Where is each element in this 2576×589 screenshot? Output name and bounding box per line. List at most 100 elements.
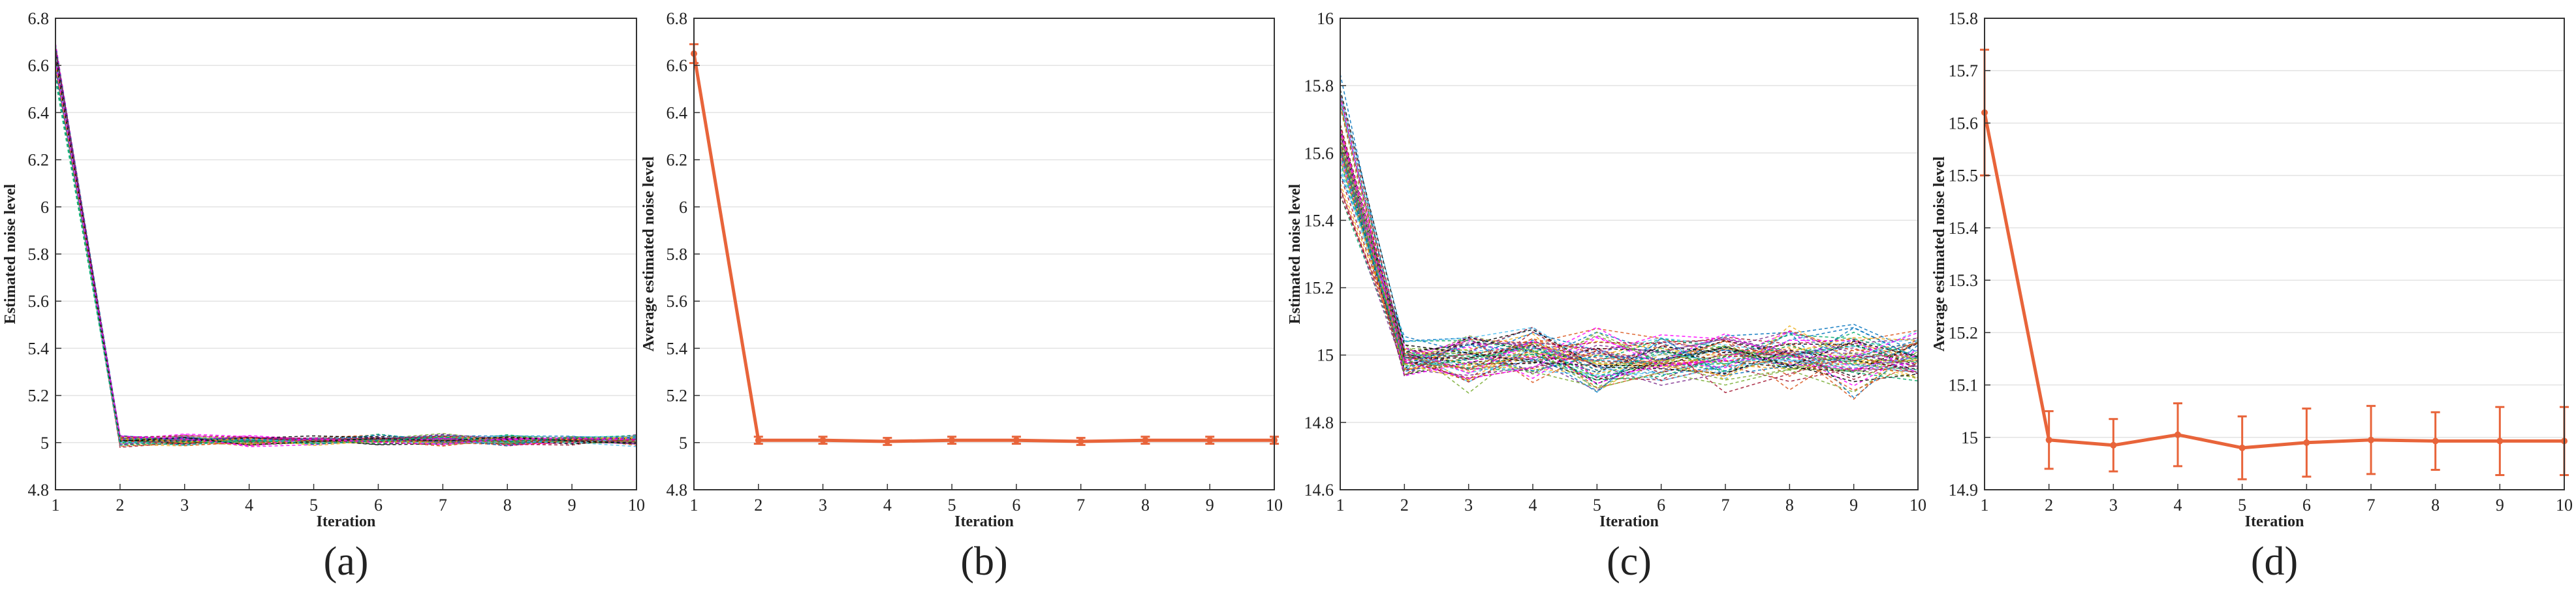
x-tick-label: 3 bbox=[819, 496, 827, 515]
y-tick-label: 6.4 bbox=[667, 103, 688, 122]
run-line bbox=[55, 57, 637, 445]
run-line bbox=[1340, 129, 1919, 380]
run-line bbox=[1340, 146, 1919, 376]
y-tick-label: 5.4 bbox=[667, 339, 688, 358]
y-tick-label: 15.6 bbox=[1949, 114, 1979, 133]
run-line bbox=[55, 59, 637, 445]
x-axis-label: Iteration bbox=[1599, 513, 1659, 530]
data-point bbox=[2175, 431, 2181, 438]
y-tick-label: 15.8 bbox=[1304, 76, 1334, 95]
y-tick-label: 14.6 bbox=[1304, 481, 1334, 500]
x-tick-label: 2 bbox=[754, 496, 762, 515]
run-line bbox=[55, 66, 637, 446]
data-point bbox=[2368, 436, 2374, 443]
series-line bbox=[1983, 112, 2564, 450]
run-line bbox=[55, 56, 637, 447]
panel-caption: (c) bbox=[1607, 539, 1652, 584]
run-line bbox=[55, 63, 637, 444]
y-tick-label: 6.6 bbox=[667, 56, 688, 75]
y-tick-label: 6.4 bbox=[28, 103, 50, 122]
x-tick-label: 1 bbox=[1336, 496, 1345, 515]
run-line bbox=[1340, 195, 1919, 378]
y-axis-label: Average estimated noise level bbox=[1931, 156, 1948, 351]
x-tick-label: 10 bbox=[628, 496, 645, 515]
x-tick-label: 3 bbox=[180, 496, 189, 515]
run-line bbox=[1340, 127, 1919, 374]
y-tick-label: 15 bbox=[1317, 346, 1334, 365]
y-tick-label: 15.4 bbox=[1949, 219, 1979, 238]
run-line bbox=[1340, 128, 1919, 374]
y-tick-label: 5 bbox=[679, 434, 687, 453]
run-line bbox=[55, 65, 637, 442]
run-line bbox=[55, 67, 637, 446]
data-point bbox=[2432, 438, 2439, 445]
y-tick-label: 4.8 bbox=[28, 481, 50, 500]
x-tick-label: 6 bbox=[374, 496, 383, 515]
run-line bbox=[1340, 160, 1919, 372]
chart-panel-4: 1 2 3 4 5 6 7 8 9 10 14.9 15 15.1 15.2 15.3 15.4 15.5 15.… bbox=[1931, 9, 2573, 584]
data-point bbox=[755, 437, 762, 444]
plot-frame bbox=[1984, 18, 2565, 490]
run-line bbox=[55, 59, 637, 445]
run-line bbox=[1340, 163, 1919, 381]
run-line bbox=[55, 51, 637, 446]
run-line bbox=[55, 53, 637, 444]
y-axis-label: Estimated noise level bbox=[1287, 183, 1304, 324]
run-line bbox=[55, 65, 637, 441]
x-tick-label: 2 bbox=[116, 496, 124, 515]
run-line bbox=[1340, 129, 1919, 378]
run-line bbox=[1340, 124, 1919, 377]
run-line bbox=[55, 61, 637, 446]
x-tick-label: 4 bbox=[2174, 496, 2182, 515]
x-tick-label: 1 bbox=[690, 496, 699, 515]
data-point bbox=[2238, 444, 2246, 451]
y-tick-label: 15.3 bbox=[1949, 271, 1979, 290]
run-line bbox=[55, 74, 637, 446]
data-point bbox=[1206, 437, 1214, 444]
x-axis-label: Iteration bbox=[954, 513, 1014, 530]
x-axis-label: Iteration bbox=[317, 513, 376, 530]
y-tick-label: 5.6 bbox=[667, 292, 688, 311]
run-line bbox=[1340, 104, 1919, 373]
run-line bbox=[1340, 130, 1919, 379]
run-line bbox=[1340, 134, 1919, 377]
run-line bbox=[1340, 153, 1919, 377]
run-line bbox=[1340, 94, 1919, 394]
run-line bbox=[55, 48, 637, 446]
run-line bbox=[1340, 141, 1919, 381]
x-tick-label: 8 bbox=[2431, 496, 2440, 515]
run-line bbox=[1340, 144, 1919, 394]
y-tick-label: 15.2 bbox=[1949, 323, 1979, 342]
data-point bbox=[2303, 439, 2310, 446]
run-line bbox=[55, 50, 637, 445]
run-line bbox=[1340, 89, 1919, 367]
run-line bbox=[1340, 189, 1919, 380]
run-line bbox=[55, 46, 637, 445]
y-tick-label: 15.8 bbox=[1949, 9, 1979, 28]
run-line bbox=[55, 65, 637, 445]
run-line bbox=[55, 69, 637, 445]
data-point bbox=[884, 438, 891, 445]
run-line bbox=[55, 56, 637, 443]
x-tick-label: 2 bbox=[1400, 496, 1409, 515]
y-tick-label: 5.8 bbox=[667, 245, 688, 264]
y-tick-label: 4.8 bbox=[667, 481, 688, 500]
y-tick-label: 15.2 bbox=[1304, 279, 1334, 298]
x-tick-label: 3 bbox=[2109, 496, 2118, 515]
y-tick-label: 6 bbox=[40, 198, 49, 217]
data-point bbox=[1013, 437, 1020, 444]
run-line bbox=[55, 50, 637, 447]
data-point bbox=[949, 437, 956, 444]
data-point bbox=[1142, 437, 1149, 444]
x-tick-label: 5 bbox=[2238, 496, 2246, 515]
y-tick-label: 6.8 bbox=[28, 9, 50, 28]
y-tick-label: 5.6 bbox=[28, 292, 50, 311]
x-tick-label: 4 bbox=[1529, 496, 1537, 515]
y-tick-label: 5.2 bbox=[28, 387, 50, 406]
x-tick-label: 6 bbox=[1657, 496, 1665, 515]
x-tick-label: 10 bbox=[1909, 496, 1926, 515]
run-line bbox=[1340, 74, 1919, 376]
run-line bbox=[55, 61, 637, 447]
run-line bbox=[55, 67, 637, 447]
run-line bbox=[55, 61, 637, 444]
